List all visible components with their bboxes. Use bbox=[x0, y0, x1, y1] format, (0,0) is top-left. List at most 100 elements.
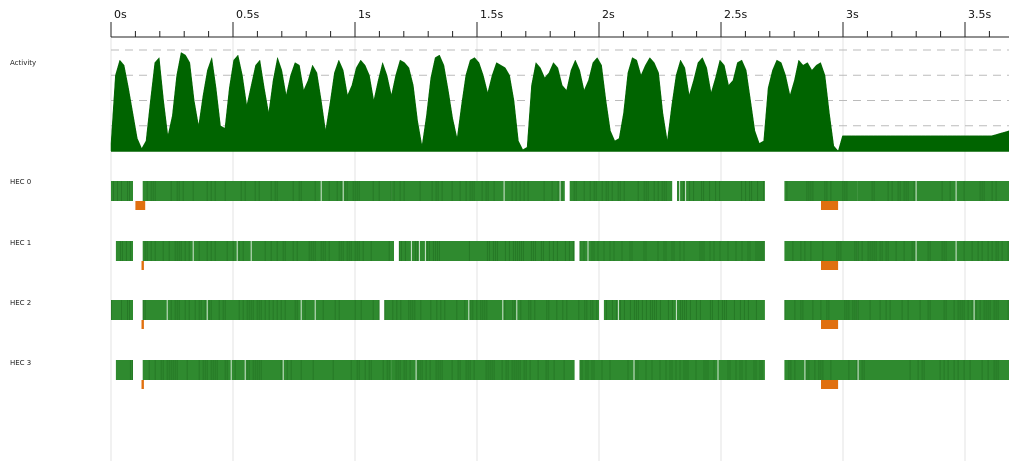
hec-event-stripe bbox=[661, 181, 663, 201]
hec-event-stripe bbox=[941, 181, 943, 201]
hec-idle-gap bbox=[804, 360, 806, 380]
hec-running-span[interactable] bbox=[142, 241, 394, 261]
hec-event-stripe bbox=[276, 181, 278, 201]
hec-event-stripe bbox=[350, 241, 352, 261]
hec-gc-span[interactable] bbox=[141, 380, 144, 389]
hec-event-stripe bbox=[178, 241, 180, 261]
hec-0-track[interactable] bbox=[111, 181, 1009, 210]
hec-event-stripe bbox=[314, 241, 316, 261]
hec-running-span[interactable] bbox=[115, 360, 133, 380]
hec-event-stripe bbox=[857, 300, 859, 320]
hec-event-stripe bbox=[788, 360, 790, 380]
hec-event-stripe bbox=[238, 300, 240, 320]
hec-gc-span[interactable] bbox=[821, 201, 839, 210]
hec-event-stripe bbox=[820, 360, 822, 380]
hec-event-stripe bbox=[210, 300, 212, 320]
hec-event-stripe bbox=[119, 241, 121, 261]
activity-graph[interactable] bbox=[110, 49, 1009, 152]
hec-event-stripe bbox=[667, 300, 669, 320]
hec-running-span[interactable] bbox=[391, 181, 565, 201]
hec-running-span[interactable] bbox=[784, 181, 858, 201]
hec-running-span[interactable] bbox=[142, 360, 392, 380]
hec-gc-span[interactable] bbox=[821, 261, 839, 270]
hec-event-stripe bbox=[939, 360, 941, 380]
hec-event-stripe bbox=[258, 360, 260, 380]
hec-2-track[interactable] bbox=[111, 300, 1009, 329]
hec-running-span[interactable] bbox=[384, 300, 599, 320]
hec-event-stripe bbox=[180, 241, 182, 261]
hec-0-label: HEC 0 bbox=[10, 178, 31, 186]
hec-event-stripe bbox=[121, 181, 122, 201]
hec-event-stripe bbox=[927, 300, 929, 320]
hec-event-stripe bbox=[806, 360, 808, 380]
hec-tracks[interactable] bbox=[111, 181, 1009, 389]
hec-event-stripe bbox=[129, 241, 131, 261]
hec-running-span[interactable] bbox=[784, 241, 858, 261]
hec-event-stripe bbox=[603, 241, 605, 261]
hec-event-stripe bbox=[246, 300, 248, 320]
hec-event-stripe bbox=[905, 181, 907, 201]
tick-label: 0s bbox=[114, 8, 127, 21]
hec-event-stripe bbox=[494, 241, 496, 261]
hec-event-stripe bbox=[465, 181, 467, 201]
hec-event-stripe bbox=[493, 360, 495, 380]
hec-event-stripe bbox=[957, 300, 959, 320]
hec-running-span[interactable] bbox=[677, 181, 765, 201]
hec-event-stripe bbox=[665, 181, 667, 201]
hec-event-stripe bbox=[378, 300, 380, 320]
hec-idle-gap bbox=[717, 360, 719, 380]
hec-gc-span[interactable] bbox=[821, 320, 839, 329]
hec-event-stripe bbox=[579, 241, 581, 261]
hec-event-stripe bbox=[405, 360, 407, 380]
hec-running-span[interactable] bbox=[857, 181, 1009, 201]
hec-event-stripe bbox=[356, 181, 358, 201]
hec-idle-gap bbox=[685, 181, 687, 201]
hec-gc-span[interactable] bbox=[135, 201, 146, 210]
hec-1-track[interactable] bbox=[115, 241, 1009, 270]
hec-running-span[interactable] bbox=[398, 241, 575, 261]
hec-event-stripe bbox=[695, 360, 697, 380]
hec-gc-span[interactable] bbox=[141, 261, 144, 270]
hec-event-stripe bbox=[800, 300, 802, 320]
hec-idle-gap bbox=[410, 241, 412, 261]
hec-event-stripe bbox=[129, 300, 130, 320]
hec-event-stripe bbox=[987, 300, 989, 320]
hec-event-stripe bbox=[336, 181, 338, 201]
hec-event-stripe bbox=[822, 360, 824, 380]
hec-running-span[interactable] bbox=[857, 360, 1009, 380]
hec-event-stripe bbox=[581, 360, 583, 380]
hec-gc-span[interactable] bbox=[141, 320, 144, 329]
hec-event-stripe bbox=[677, 181, 679, 201]
hec-event-stripe bbox=[202, 360, 204, 380]
hec-event-stripe bbox=[871, 181, 873, 201]
hec-event-stripe bbox=[741, 181, 743, 201]
hec-event-stripe bbox=[699, 241, 701, 261]
hec-event-stripe bbox=[300, 360, 302, 380]
hec-event-stripe bbox=[703, 241, 705, 261]
hec-event-stripe bbox=[129, 181, 130, 201]
hec-3-track[interactable] bbox=[115, 360, 1009, 389]
hec-2-label: HEC 2 bbox=[10, 299, 31, 307]
hec-event-stripe bbox=[264, 300, 266, 320]
hec-running-span[interactable] bbox=[142, 181, 392, 201]
hec-event-stripe bbox=[548, 241, 550, 261]
hec-idle-gap bbox=[955, 181, 957, 201]
hec-event-stripe bbox=[459, 360, 461, 380]
hec-event-stripe bbox=[993, 300, 995, 320]
hec-event-stripe bbox=[810, 181, 812, 201]
hec-event-stripe bbox=[707, 360, 709, 380]
hec-running-span[interactable] bbox=[857, 300, 1009, 320]
hec-event-stripe bbox=[895, 241, 897, 261]
hec-event-stripe bbox=[611, 300, 613, 320]
time-ruler[interactable]: 0s0.5s1s1.5s2s2.5s3s3.5s4s4.5s5s5.5s6s6.… bbox=[110, 8, 1009, 38]
hec-gc-span[interactable] bbox=[821, 380, 839, 389]
hec-event-stripe bbox=[701, 241, 703, 261]
hec-event-stripe bbox=[523, 360, 525, 380]
hec-running-span[interactable] bbox=[391, 360, 575, 380]
activity-area[interactable] bbox=[110, 52, 1009, 152]
hec-event-stripe bbox=[693, 181, 695, 201]
hec-running-span[interactable] bbox=[569, 181, 673, 201]
hec-running-span[interactable] bbox=[857, 241, 1009, 261]
hec-event-stripe bbox=[903, 181, 905, 201]
